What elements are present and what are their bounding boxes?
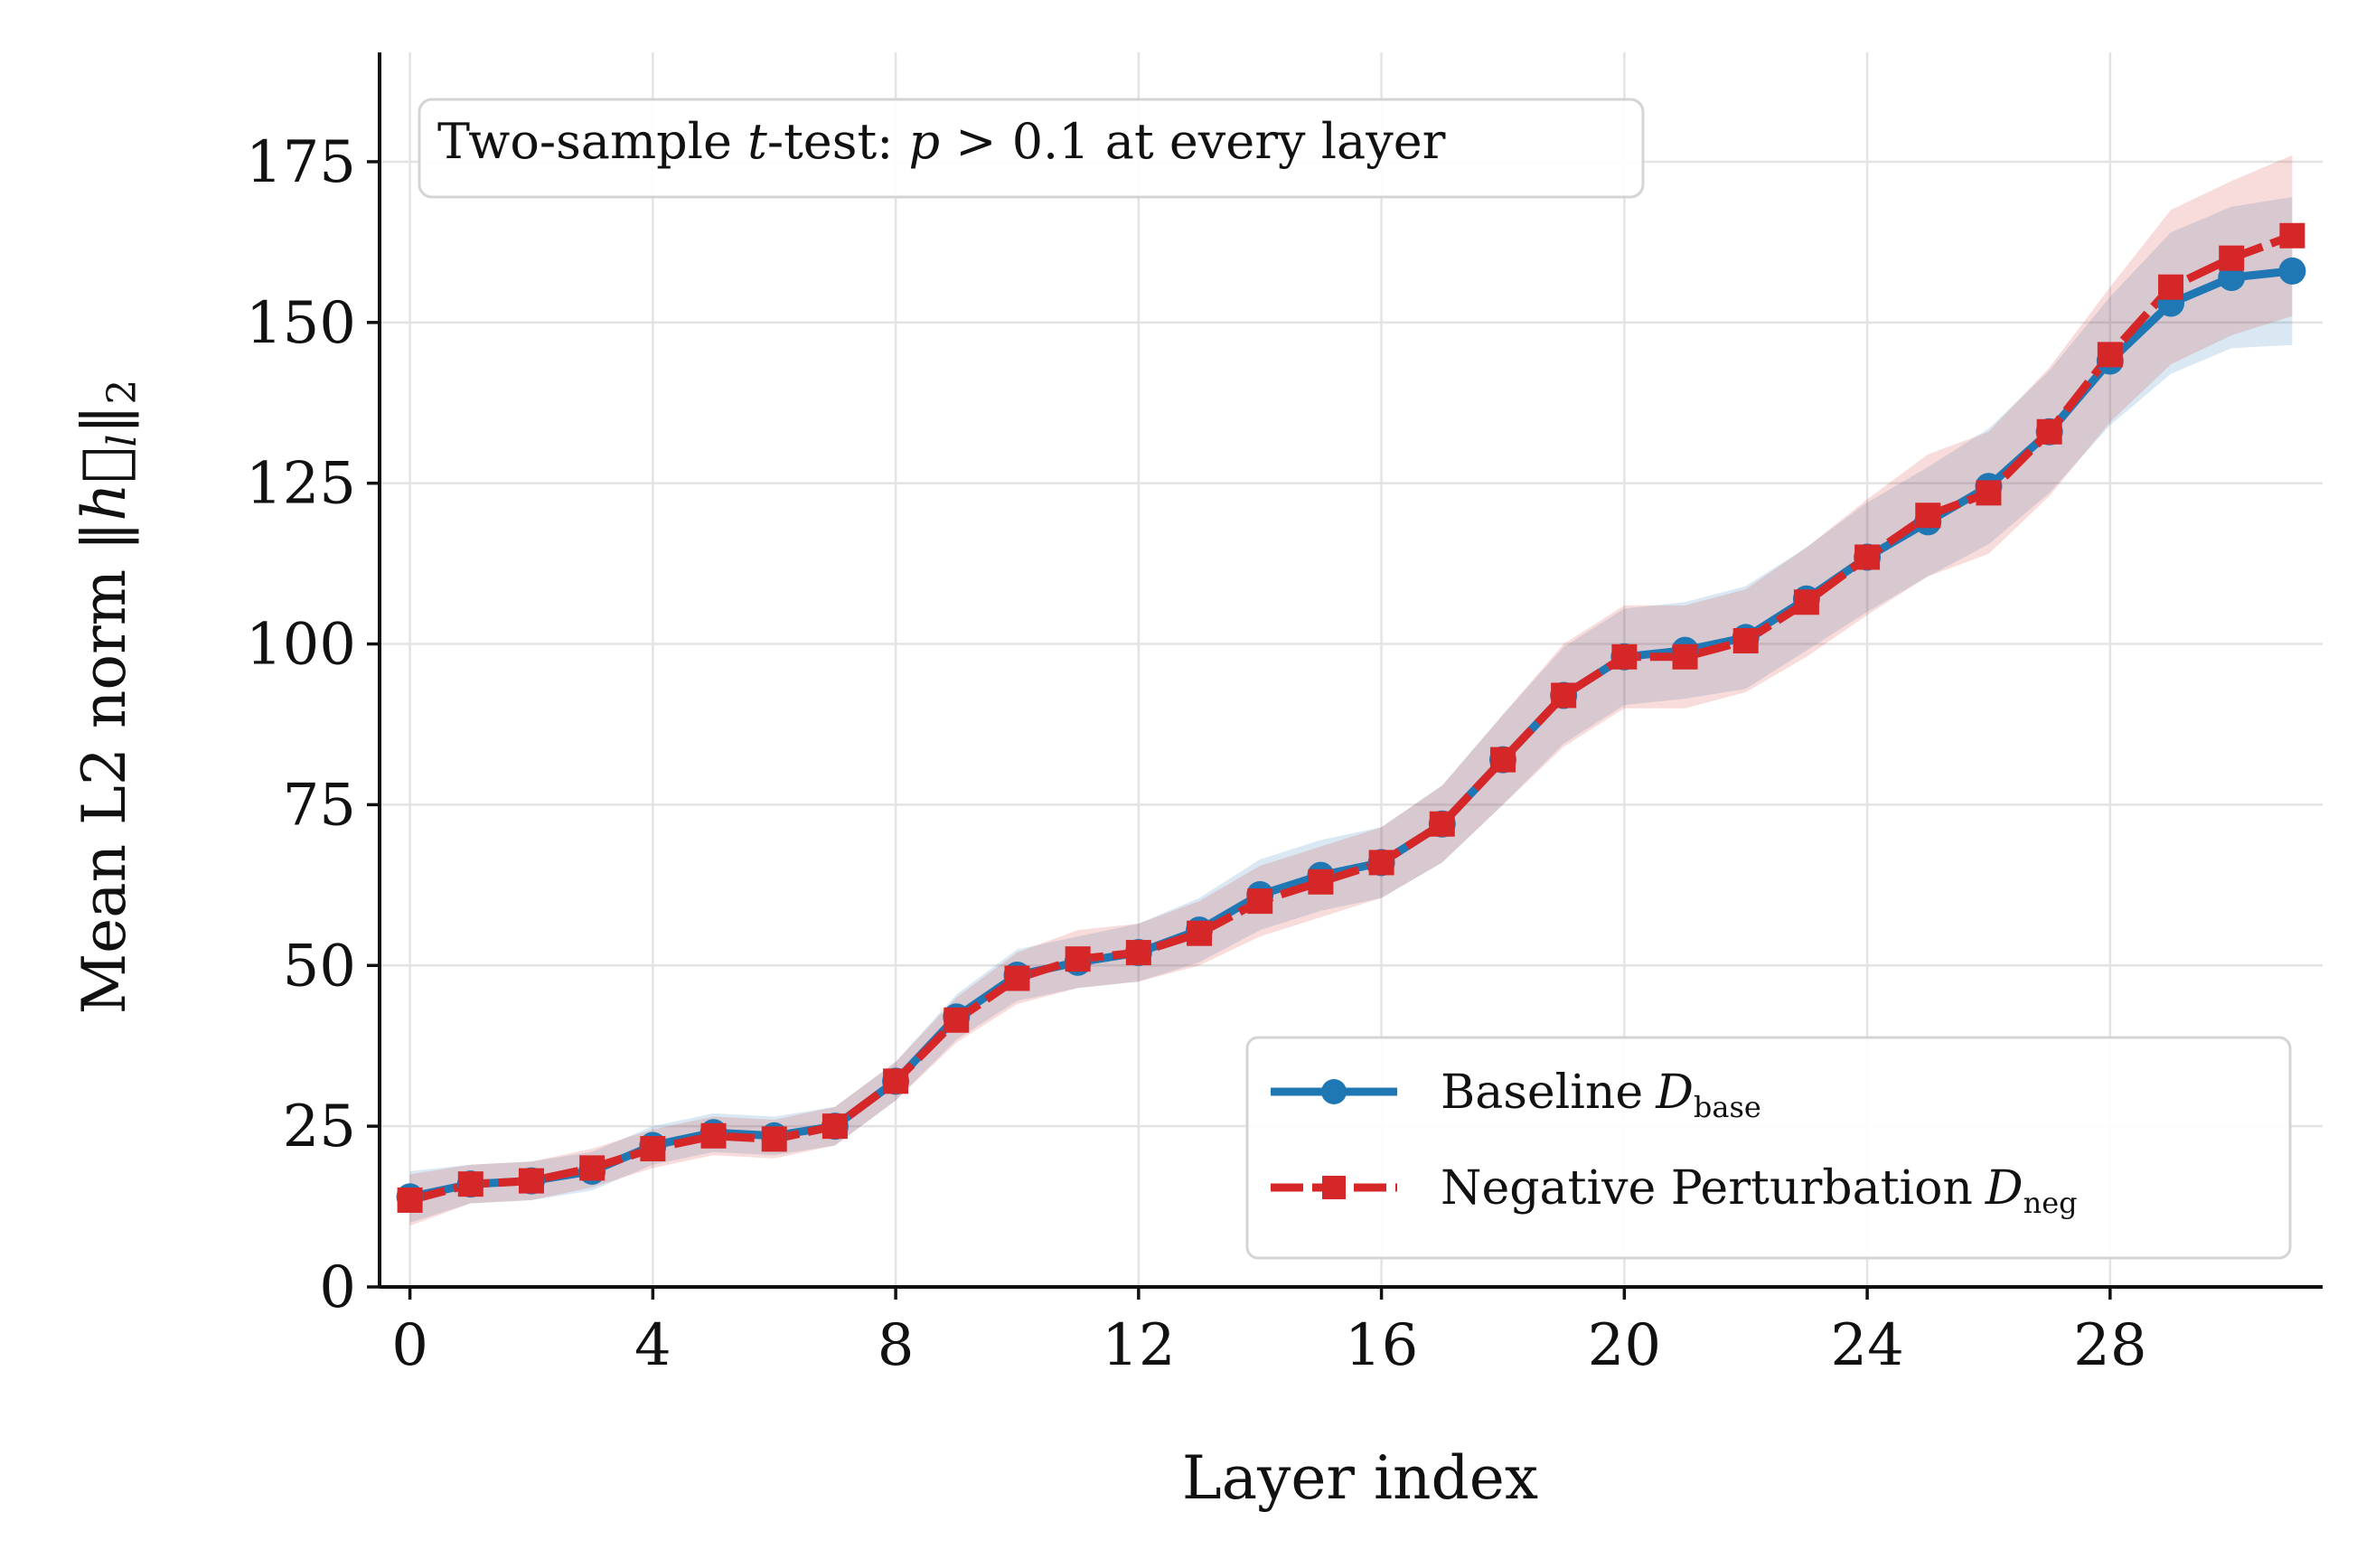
point-negative-20 xyxy=(1611,643,1638,670)
legend: Baseline Dbase Negative Perturbation Dneg xyxy=(1245,1036,2292,1260)
x-tick-label-8: 8 xyxy=(878,1312,915,1379)
point-negative-28 xyxy=(2097,342,2123,368)
x-axis-title: Layer index xyxy=(1182,1443,1538,1513)
annotation-p: p xyxy=(909,113,941,170)
point-negative-21 xyxy=(1672,643,1698,670)
point-negative-18 xyxy=(1489,746,1516,773)
point-negative-14 xyxy=(1247,888,1273,915)
legend-entry-baseline: Baseline Dbase xyxy=(1271,1066,1761,1124)
annotation-gt: > xyxy=(940,113,1012,170)
point-negative-17 xyxy=(1429,811,1455,837)
y-axis-title: Mean L2 norm ‖h⃗l‖2 xyxy=(70,380,146,1015)
point-baseline-31 xyxy=(2278,257,2306,285)
point-negative-1 xyxy=(457,1171,484,1197)
point-negative-8 xyxy=(883,1068,909,1094)
annotation-t: t xyxy=(747,113,767,170)
y-tick-label-175: 175 xyxy=(246,129,356,196)
point-negative-24 xyxy=(1854,544,1881,570)
point-negative-27 xyxy=(2036,418,2062,445)
legend-label-negative-name: Negative Perturbation xyxy=(1441,1161,1973,1216)
y-tick-label-75: 75 xyxy=(283,772,356,839)
legend-marker-negative xyxy=(1322,1176,1346,1199)
point-negative-29 xyxy=(2158,274,2184,300)
y-tick-label-100: 100 xyxy=(246,612,356,679)
point-negative-31 xyxy=(2279,222,2305,249)
legend-label-negative-sub: neg xyxy=(2023,1186,2078,1220)
point-negative-19 xyxy=(1551,682,1577,709)
annotation-prefix: Two-sample xyxy=(437,113,747,170)
y-tick-label-125: 125 xyxy=(246,451,356,518)
point-negative-12 xyxy=(1125,940,1151,966)
point-negative-30 xyxy=(2219,245,2245,271)
legend-label-baseline: Baseline Dbase xyxy=(1441,1066,1761,1124)
point-negative-26 xyxy=(1976,480,2002,506)
y-tick-label-150: 150 xyxy=(246,290,356,357)
x-tick-label-16: 16 xyxy=(1345,1312,1418,1379)
tick-labels: 0 4 8 12 16 20 24 28 0 25 50 75 100 125 150 175 xyxy=(246,129,2147,1379)
annotation-value: 0.1 xyxy=(1012,113,1090,170)
point-negative-13 xyxy=(1187,920,1213,946)
point-negative-4 xyxy=(640,1136,666,1162)
legend-label-negative-symbol: D xyxy=(1985,1161,2023,1216)
series-markers xyxy=(396,222,2306,1213)
annotation-text: Two-sample t-test: p > 0.1 at every laye… xyxy=(437,113,1446,170)
point-negative-7 xyxy=(822,1113,848,1140)
y-tick-label-25: 25 xyxy=(283,1094,356,1160)
legend-label-baseline-sub: base xyxy=(1694,1090,1761,1124)
annotation-middle: -test: xyxy=(767,113,909,170)
legend-label-baseline-name: Baseline xyxy=(1441,1066,1643,1120)
point-negative-10 xyxy=(1004,965,1030,991)
axes xyxy=(378,52,2323,1289)
y-axis-title-tail: ‖ xyxy=(70,405,139,435)
y-tick-label-50: 50 xyxy=(283,933,356,1000)
x-tick-label-28: 28 xyxy=(2073,1312,2146,1379)
point-negative-6 xyxy=(761,1126,787,1152)
point-negative-5 xyxy=(700,1122,727,1149)
point-negative-23 xyxy=(1793,589,1819,615)
point-negative-22 xyxy=(1732,627,1759,653)
y-axis-title-sub2: 2 xyxy=(99,380,146,405)
point-negative-3 xyxy=(579,1155,606,1181)
point-negative-16 xyxy=(1368,850,1394,876)
y-axis-title-text: Mean L2 norm xyxy=(70,569,139,1015)
y-tick-label-0: 0 xyxy=(319,1254,356,1321)
legend-entry-negative: Negative Perturbation Dneg xyxy=(1271,1161,2078,1220)
legend-box xyxy=(1245,1036,2292,1260)
x-tick-label-0: 0 xyxy=(391,1312,428,1379)
y-axis-title-symbol: ‖h⃗ xyxy=(70,447,139,551)
x-tick-label-4: 4 xyxy=(634,1312,671,1379)
point-negative-11 xyxy=(1065,946,1091,972)
x-tick-label-12: 12 xyxy=(1102,1312,1175,1379)
point-negative-0 xyxy=(397,1187,423,1213)
point-negative-25 xyxy=(1915,502,1941,529)
point-negative-15 xyxy=(1308,869,1334,895)
legend-label-baseline-symbol: D xyxy=(1655,1066,1694,1120)
legend-marker-baseline xyxy=(1321,1079,1347,1104)
x-tick-label-20: 20 xyxy=(1588,1312,1661,1379)
x-tick-label-24: 24 xyxy=(1830,1312,1903,1379)
legend-label-negative: Negative Perturbation Dneg xyxy=(1441,1161,2078,1220)
point-negative-9 xyxy=(944,1007,970,1033)
t-test-annotation: Two-sample t-test: p > 0.1 at every laye… xyxy=(418,98,1645,199)
point-negative-2 xyxy=(518,1168,544,1194)
annotation-box xyxy=(418,98,1645,199)
y-axis-title-sub: l xyxy=(99,435,146,447)
annotation-suffix: at every layer xyxy=(1090,113,1446,170)
